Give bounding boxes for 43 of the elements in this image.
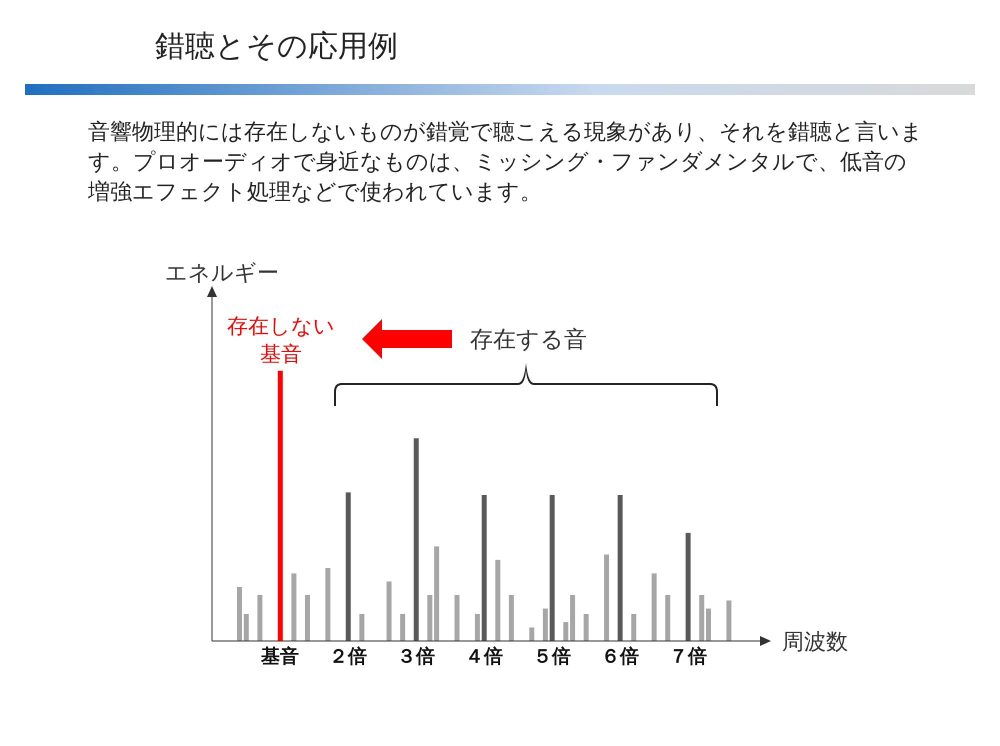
bar bbox=[386, 582, 392, 641]
bar bbox=[686, 532, 691, 641]
bar bbox=[618, 495, 623, 641]
x-tick-label: 基音 bbox=[260, 645, 300, 668]
x-tick-label: ５倍 bbox=[533, 645, 572, 668]
chart-subtitle: 音響物理的には存在しないものが錯覚で聴こえる現象があり、それを錯聴と言います。プロオーディオで身近なものは、ミッシング・ファンダメンタルで、低音の増強エフェクト処理などで使われています。 bbox=[88, 119, 923, 207]
bar bbox=[529, 627, 534, 641]
chart-title: 錯聴とその応用例 bbox=[155, 28, 398, 66]
bar bbox=[400, 614, 406, 641]
x-tick-label: ４倍 bbox=[465, 645, 504, 668]
bar bbox=[726, 600, 732, 641]
x-tick-label: ３倍 bbox=[397, 645, 436, 668]
bar bbox=[278, 370, 283, 641]
bar bbox=[706, 608, 712, 641]
bar bbox=[652, 573, 657, 641]
bar bbox=[584, 614, 589, 641]
bar bbox=[237, 586, 242, 641]
x-tick-label: ７倍 bbox=[669, 645, 708, 668]
bar bbox=[474, 614, 480, 641]
bar bbox=[699, 595, 704, 641]
text: 存在しない基音 bbox=[227, 313, 335, 368]
bar bbox=[454, 595, 460, 641]
bar bbox=[257, 595, 262, 641]
bar bbox=[550, 495, 555, 641]
bar bbox=[542, 608, 548, 641]
bar bbox=[495, 560, 500, 641]
bar bbox=[508, 595, 514, 641]
bar bbox=[631, 614, 636, 641]
bar bbox=[665, 595, 670, 641]
bar bbox=[482, 495, 487, 641]
x-tick-label: ６倍 bbox=[601, 645, 640, 668]
bar bbox=[325, 568, 330, 641]
x-tick-label: ２倍 bbox=[329, 645, 368, 668]
y-axis-title: エネルギー bbox=[165, 260, 279, 288]
x-axis-title: 周波数 bbox=[782, 629, 848, 657]
bar bbox=[304, 595, 310, 641]
bar bbox=[244, 614, 249, 641]
bar bbox=[291, 573, 296, 641]
text: 存在する音 bbox=[470, 326, 587, 355]
bar bbox=[346, 492, 351, 641]
bar bbox=[414, 438, 419, 641]
bar bbox=[604, 554, 610, 641]
bar bbox=[359, 614, 364, 641]
